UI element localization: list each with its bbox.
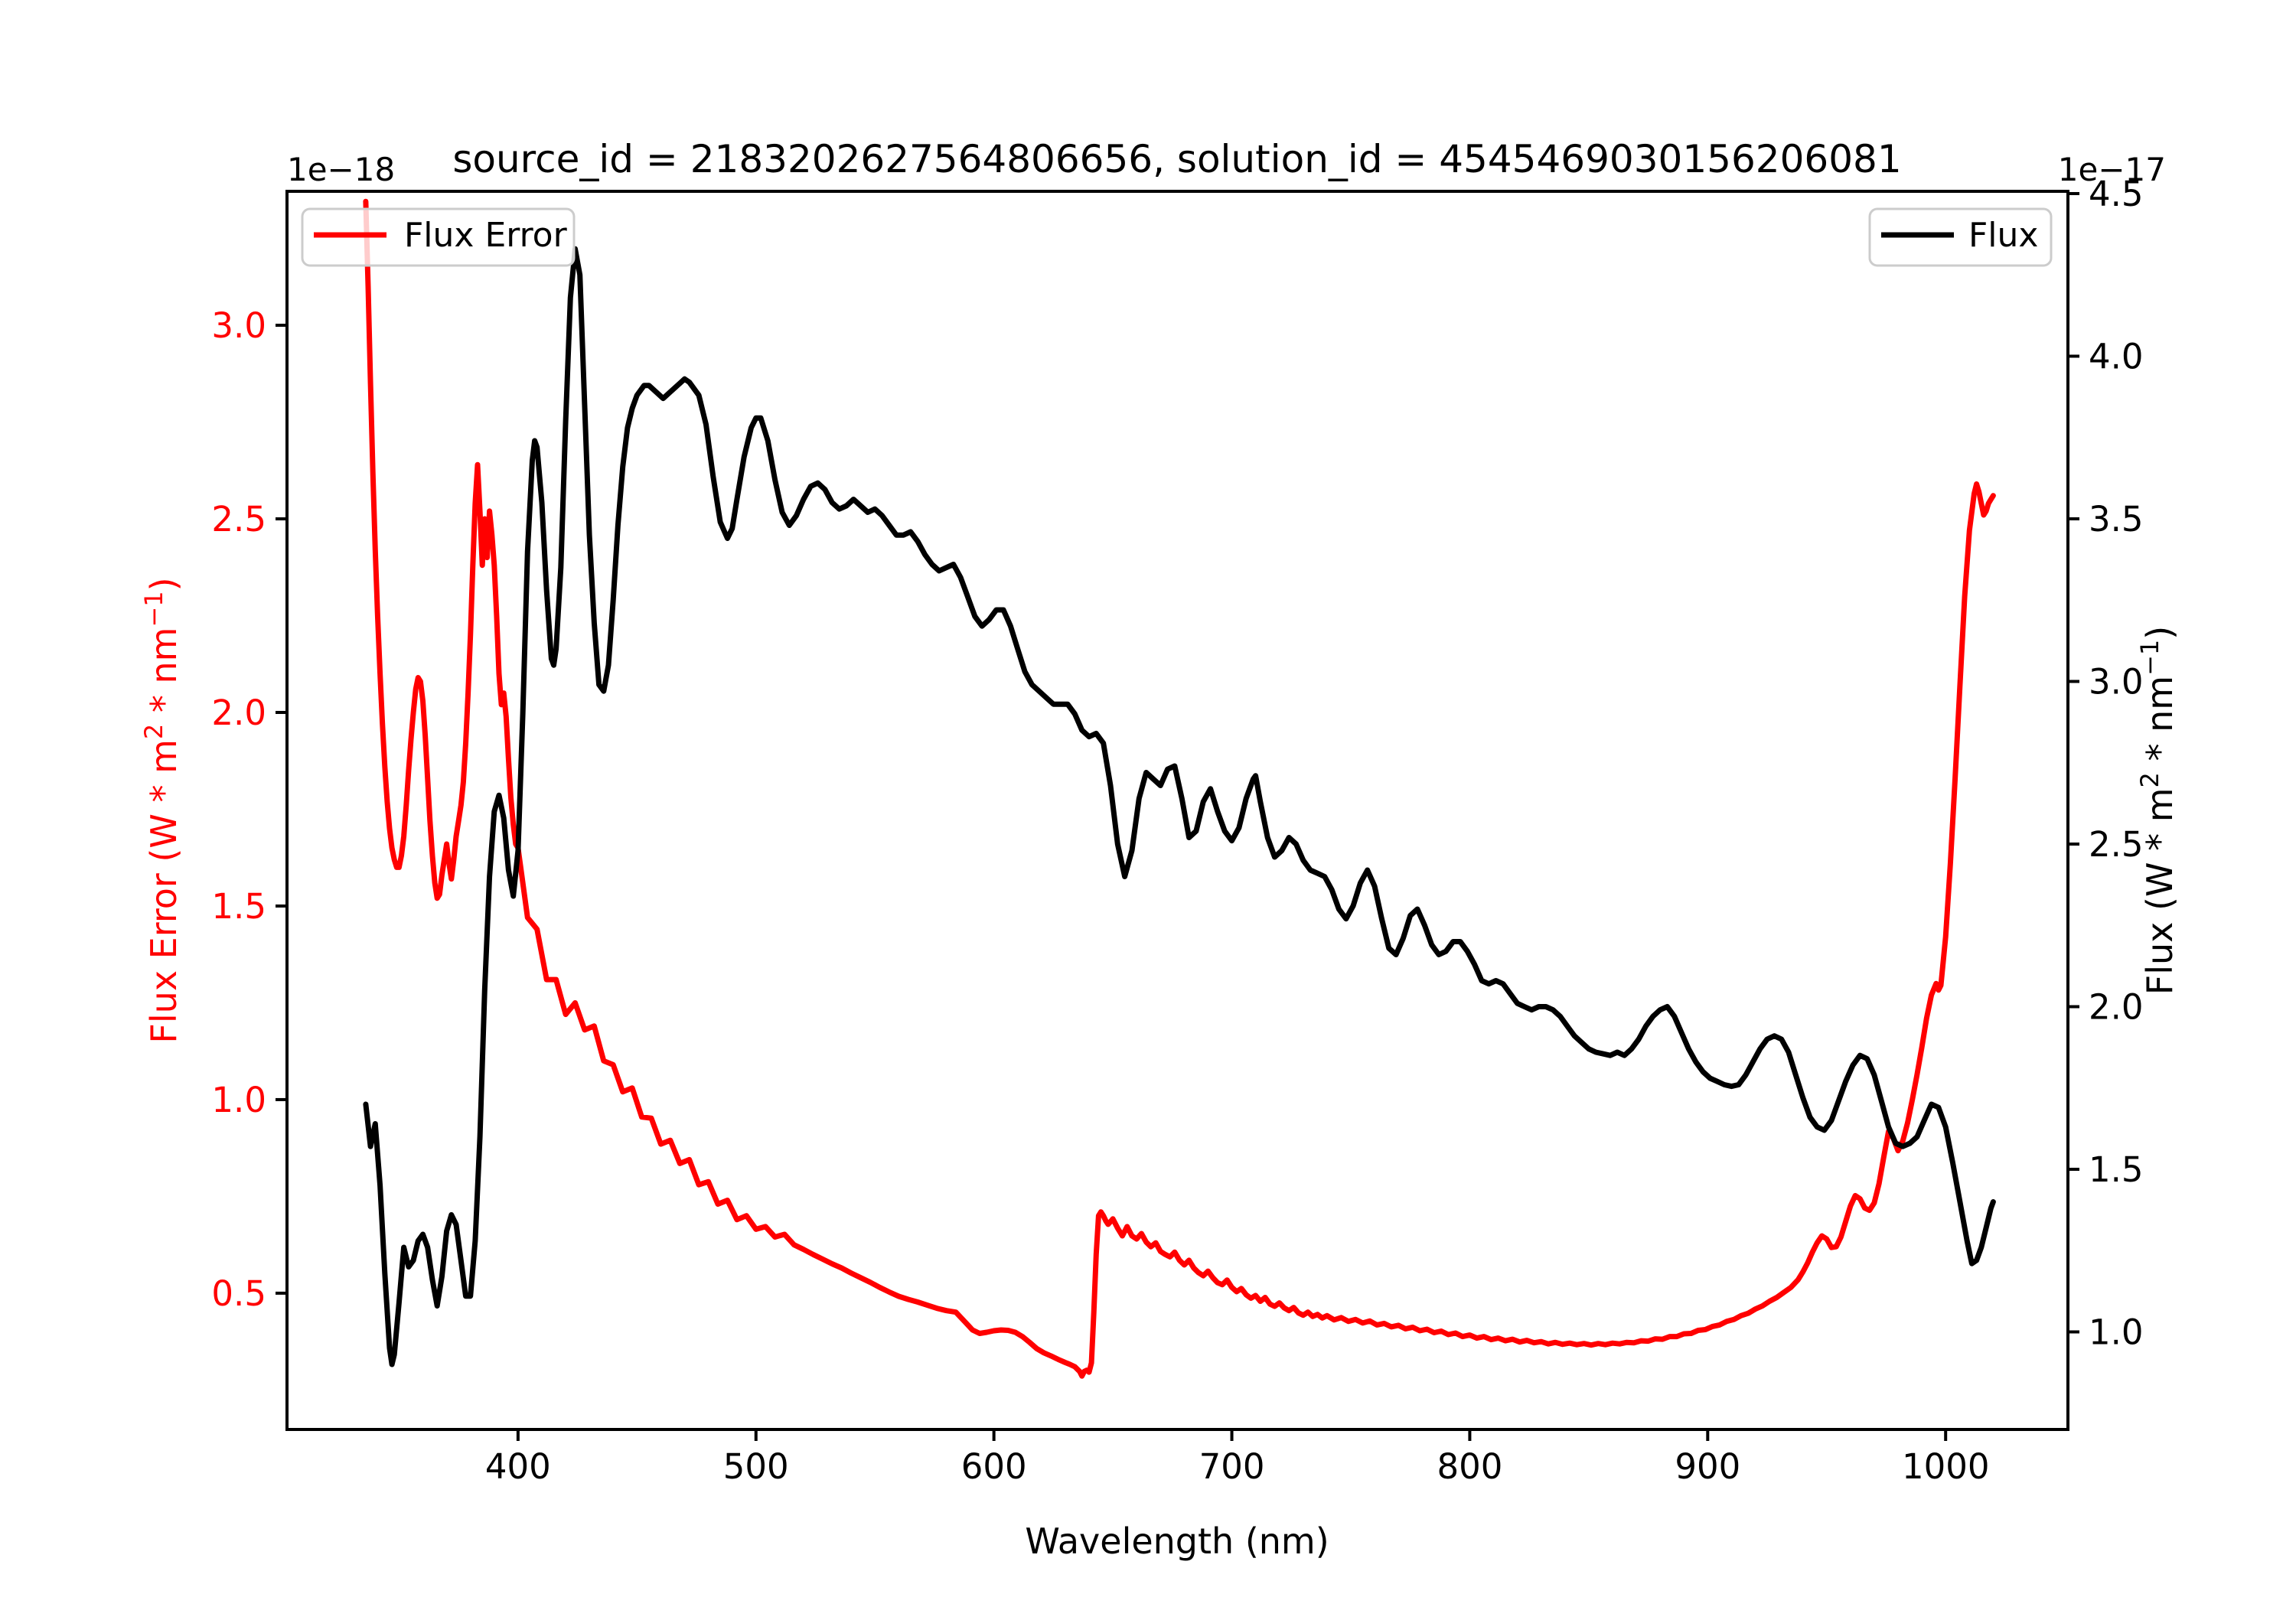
legend-flux-error-label: Flux Error	[404, 216, 568, 255]
y-right-offset-text: 1e−17	[2058, 151, 2166, 188]
x-tick-label: 600	[961, 1446, 1027, 1487]
y-left-tick-label: 1.5	[211, 886, 266, 927]
legend-flux-label: Flux	[1968, 216, 2038, 255]
y-right-tick-label: 3.5	[2089, 499, 2144, 539]
y-axis-right-ticks: 1.0 1.5 2.0 2.5 3.0 3.5 4.0 4.5	[2068, 174, 2144, 1352]
x-axis-ticks: 400 500 600 700 800 900 1000	[485, 1429, 1990, 1487]
legend-flux-error-box	[301, 207, 576, 267]
flux-error-line	[363, 198, 1996, 1379]
y-right-tick-label: 2.0	[2089, 986, 2144, 1027]
y-right-tick-label: 4.0	[2089, 336, 2144, 376]
x-tick-label: 800	[1437, 1446, 1502, 1487]
figure-title: source_id = 2183202627564806656, solutio…	[452, 137, 1901, 181]
y-right-tick-label: 1.0	[2089, 1312, 2144, 1352]
y-left-tick-label: 3.0	[211, 305, 266, 346]
x-tick-label: 400	[485, 1446, 551, 1487]
data-series	[363, 198, 1996, 1379]
x-tick-label: 700	[1199, 1446, 1265, 1487]
flux-line	[363, 246, 1996, 1367]
y-right-tick-label: 2.5	[2089, 824, 2144, 865]
axes-frame	[285, 190, 2069, 1431]
x-axis-label: Wavelength (nm)	[1025, 1521, 1329, 1562]
y-right-tick-label: 4.5	[2089, 174, 2144, 214]
legend-flux-box	[1868, 207, 2053, 267]
y-left-offset-text: 1e−18	[287, 151, 395, 188]
y-axis-left-label: Flux Error (W * m2 * nm−1)	[139, 577, 184, 1043]
y-left-tick-label: 2.0	[211, 693, 266, 733]
y-axis-left-ticks: 0.5 1.0 1.5 2.0 2.5 3.0	[211, 305, 287, 1314]
x-tick-label: 900	[1675, 1446, 1740, 1487]
y-left-tick-label: 1.0	[211, 1080, 266, 1120]
y-right-tick-label: 3.0	[2089, 661, 2144, 702]
x-tick-label: 500	[723, 1446, 789, 1487]
y-left-tick-label: 0.5	[211, 1273, 266, 1314]
y-right-tick-label: 1.5	[2089, 1149, 2144, 1190]
y-left-tick-label: 2.5	[211, 499, 266, 539]
y-axis-right-label: Flux (W * m2 * nm−1)	[2135, 626, 2180, 995]
x-tick-label: 1000	[1902, 1446, 1990, 1487]
legend-flux: Flux	[1868, 207, 2053, 267]
legend-flux-error: Flux Error	[301, 207, 576, 267]
